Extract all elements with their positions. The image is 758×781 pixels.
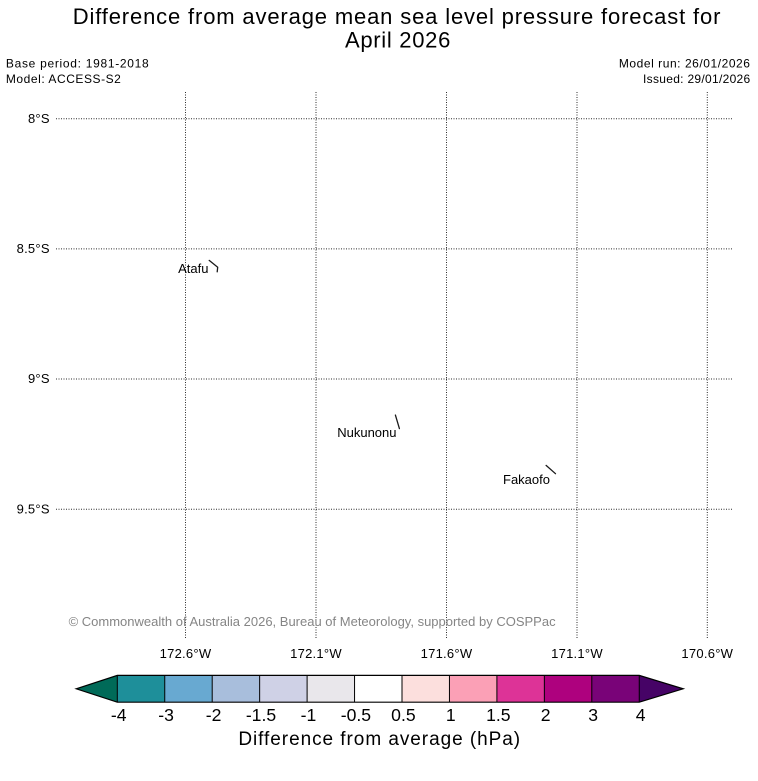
svg-text:1.5: 1.5 xyxy=(486,705,511,725)
svg-text:171.6°W: 171.6°W xyxy=(421,646,473,661)
svg-text:Model: ACCESS-S2: Model: ACCESS-S2 xyxy=(6,72,122,86)
svg-text:© Commonwealth of Australia 20: © Commonwealth of Australia 2026, Bureau… xyxy=(69,614,556,629)
svg-text:Difference from average (hPa): Difference from average (hPa) xyxy=(238,729,521,750)
svg-text:171.1°W: 171.1°W xyxy=(551,646,603,661)
svg-text:4: 4 xyxy=(636,705,646,725)
svg-text:172.1°W: 172.1°W xyxy=(290,646,342,661)
svg-text:9.5°S: 9.5°S xyxy=(17,501,50,516)
svg-text:Base period: 1981-2018: Base period: 1981-2018 xyxy=(6,57,150,71)
svg-text:Issued: 29/01/2026: Issued: 29/01/2026 xyxy=(643,72,751,86)
svg-text:-2: -2 xyxy=(206,705,222,725)
svg-text:8.5°S: 8.5°S xyxy=(17,241,50,256)
svg-text:Difference from average mean s: Difference from average mean sea level p… xyxy=(73,4,722,29)
svg-text:Model run: 26/01/2026: Model run: 26/01/2026 xyxy=(619,57,751,71)
svg-text:-3: -3 xyxy=(158,705,174,725)
svg-text:0.5: 0.5 xyxy=(391,705,416,725)
svg-text:Fakaofo: Fakaofo xyxy=(503,472,550,487)
svg-text:1: 1 xyxy=(446,705,456,725)
svg-text:9°S: 9°S xyxy=(28,371,50,386)
svg-text:3: 3 xyxy=(588,705,598,725)
svg-text:Nukunonu: Nukunonu xyxy=(337,425,396,440)
svg-text:2: 2 xyxy=(541,705,551,725)
svg-text:-1: -1 xyxy=(301,705,317,725)
svg-text:-1.5: -1.5 xyxy=(246,705,277,725)
svg-text:-0.5: -0.5 xyxy=(341,705,372,725)
svg-text:172.6°W: 172.6°W xyxy=(160,646,212,661)
svg-text:-4: -4 xyxy=(111,705,127,725)
svg-text:8°S: 8°S xyxy=(28,111,50,126)
svg-text:April 2026: April 2026 xyxy=(345,27,451,52)
svg-text:Atafu: Atafu xyxy=(178,261,208,276)
svg-text:170.6°W: 170.6°W xyxy=(681,646,733,661)
